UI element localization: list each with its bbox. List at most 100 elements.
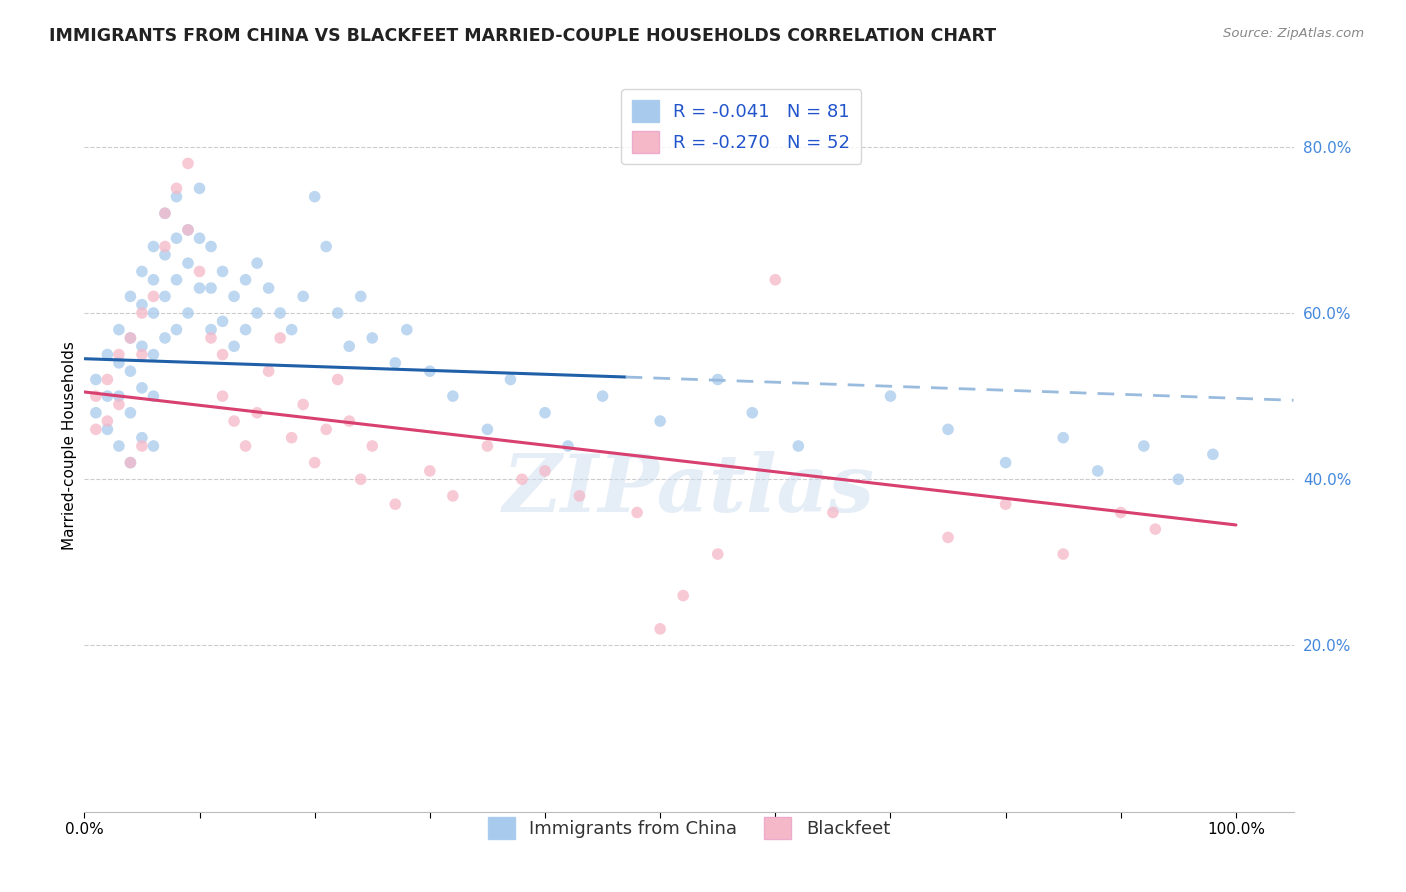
Point <box>568 489 591 503</box>
Point <box>120 364 142 378</box>
Y-axis label: Married-couple Households: Married-couple Households <box>62 342 77 550</box>
Point <box>1052 431 1074 445</box>
Text: Source: ZipAtlas.com: Source: ZipAtlas.com <box>1223 27 1364 40</box>
Point <box>142 439 165 453</box>
Point <box>1087 464 1109 478</box>
Point <box>222 289 245 303</box>
Point <box>672 589 695 603</box>
Point <box>177 156 200 170</box>
Point <box>120 456 142 470</box>
Point <box>96 422 118 436</box>
Point <box>153 206 176 220</box>
Point <box>131 306 153 320</box>
Text: IMMIGRANTS FROM CHINA VS BLACKFEET MARRIED-COUPLE HOUSEHOLDS CORRELATION CHART: IMMIGRANTS FROM CHINA VS BLACKFEET MARRI… <box>49 27 997 45</box>
Point <box>200 331 222 345</box>
Point <box>131 439 153 453</box>
Point <box>361 331 384 345</box>
Point <box>108 397 131 411</box>
Point <box>292 289 315 303</box>
Point <box>108 389 131 403</box>
Point <box>315 422 337 436</box>
Point <box>269 306 291 320</box>
Point <box>177 223 200 237</box>
Point <box>257 364 280 378</box>
Point <box>211 264 233 278</box>
Point <box>108 323 131 337</box>
Point <box>269 331 291 345</box>
Point <box>936 422 959 436</box>
Point <box>96 414 118 428</box>
Point <box>994 497 1017 511</box>
Point <box>557 439 579 453</box>
Point <box>304 456 326 470</box>
Point <box>153 206 176 220</box>
Point <box>395 323 418 337</box>
Point <box>879 389 901 403</box>
Text: ZIPatlas: ZIPatlas <box>503 451 875 529</box>
Point <box>84 372 107 386</box>
Point <box>337 414 360 428</box>
Point <box>361 439 384 453</box>
Point <box>534 406 557 420</box>
Point <box>120 331 142 345</box>
Legend: Immigrants from China, Blackfeet: Immigrants from China, Blackfeet <box>481 810 897 847</box>
Point <box>384 356 406 370</box>
Point <box>626 506 648 520</box>
Point <box>280 323 302 337</box>
Point <box>166 181 188 195</box>
Point <box>292 397 315 411</box>
Point <box>211 389 233 403</box>
Point <box>211 314 233 328</box>
Point <box>211 347 233 362</box>
Point <box>188 231 211 245</box>
Point <box>120 289 142 303</box>
Point <box>142 239 165 253</box>
Point <box>477 422 499 436</box>
Point <box>650 622 672 636</box>
Point <box>763 273 786 287</box>
Point <box>200 323 222 337</box>
Point <box>153 248 176 262</box>
Point <box>1052 547 1074 561</box>
Point <box>222 339 245 353</box>
Point <box>120 331 142 345</box>
Point <box>304 189 326 203</box>
Point <box>120 456 142 470</box>
Point <box>166 231 188 245</box>
Point <box>131 298 153 312</box>
Point <box>741 406 763 420</box>
Point <box>142 347 165 362</box>
Point <box>166 323 188 337</box>
Point <box>510 472 533 486</box>
Point <box>153 239 176 253</box>
Point <box>1109 506 1132 520</box>
Point <box>153 331 176 345</box>
Point <box>706 372 728 386</box>
Point <box>350 289 373 303</box>
Point <box>108 347 131 362</box>
Point <box>96 347 118 362</box>
Point <box>1144 522 1167 536</box>
Point <box>441 389 464 403</box>
Point <box>166 273 188 287</box>
Point <box>96 389 118 403</box>
Point <box>1202 447 1225 461</box>
Point <box>177 306 200 320</box>
Point <box>131 264 153 278</box>
Point <box>108 439 131 453</box>
Point <box>177 223 200 237</box>
Point <box>84 389 107 403</box>
Point <box>200 239 222 253</box>
Point <box>235 273 257 287</box>
Point <box>821 506 844 520</box>
Point <box>994 456 1017 470</box>
Point <box>419 364 441 378</box>
Point <box>222 414 245 428</box>
Point <box>142 389 165 403</box>
Point <box>188 281 211 295</box>
Point <box>142 273 165 287</box>
Point <box>84 422 107 436</box>
Point <box>246 306 269 320</box>
Point <box>177 256 200 270</box>
Point <box>131 339 153 353</box>
